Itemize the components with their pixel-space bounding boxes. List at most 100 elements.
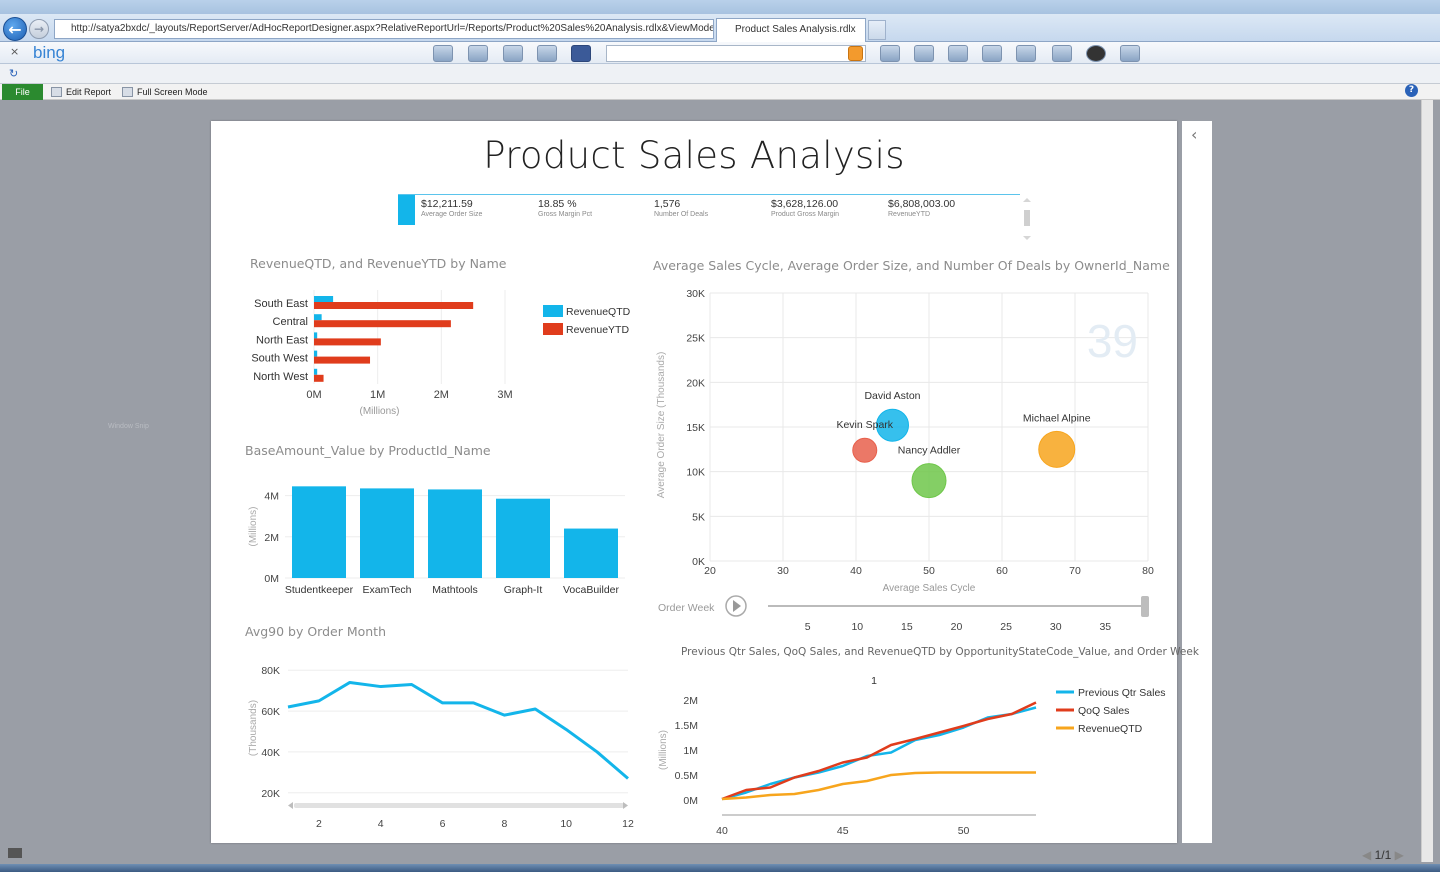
back-button[interactable]: ← (3, 17, 27, 41)
x-tick-label: 12 (622, 818, 634, 830)
x-tick-label: 40 (716, 825, 728, 837)
sales-cycle-bubble-chart: 0K 5K 10K 15K 20K 25K 30K 20 30 40 50 60 70 80 Average… (656, 288, 1154, 633)
series-line (721, 771, 1036, 801)
facebook-icon[interactable] (571, 45, 591, 62)
chart-subtitle: 1 (871, 675, 877, 687)
chart-title-qtr-sales: Previous Qtr Sales, QoQ Sales, and Reven… (681, 646, 1199, 658)
y-axis-label: (Thousands) (248, 700, 259, 756)
x-tick-label: 1M (370, 389, 385, 401)
toolbar-icon[interactable] (537, 45, 557, 62)
bubble (1038, 430, 1076, 468)
kpi-average-order-size: $12,211.59 Average Order Size (421, 198, 482, 218)
kpi-value: 18.85 % (538, 198, 577, 210)
x-tick-label: 70 (1069, 565, 1081, 577)
like-icon[interactable] (880, 45, 900, 62)
baseamount-chart: 0M 2M 4M (Millions) Studentkeeper ExamTech Mat… (248, 486, 625, 596)
bar (428, 489, 482, 578)
address-bar[interactable]: http://satya2bxdc/_layouts/ReportServer/… (54, 19, 714, 39)
y-tick-label: 80K (261, 665, 280, 677)
command-bar (0, 64, 1440, 84)
x-tick-label: 30 (777, 565, 789, 577)
full-screen-button[interactable]: Full Screen Mode (122, 86, 208, 98)
bar-revenue-qtd (314, 314, 322, 321)
kpi-value: $3,628,126.00 (771, 198, 839, 210)
bar-revenue-ytd (314, 302, 474, 309)
bubble (911, 463, 947, 499)
forward-button[interactable]: → (29, 19, 49, 39)
scroll-thumb[interactable] (1024, 210, 1030, 226)
avg90-chart: 20K 40K 60K 80K (Thousands) 2 4 6 8 10 12 (248, 665, 634, 830)
bar-revenue-qtd (314, 350, 318, 357)
chat-icon[interactable] (914, 45, 934, 62)
taskbar (0, 864, 1440, 872)
x-tick-label: 50 (923, 565, 935, 577)
kpi-label: Average Order Size (421, 211, 483, 218)
x-tick-label: 10 (560, 818, 572, 830)
category-label: Studentkeeper (285, 584, 354, 596)
faded-label: Window Snip (108, 423, 149, 430)
y-tick-label: 0.5M (675, 770, 698, 782)
toolbar-icon[interactable] (1052, 45, 1072, 62)
play-axis-tick: 15 (901, 621, 913, 633)
y-tick-label: 4M (264, 491, 279, 503)
bing-logo: bing (33, 43, 66, 62)
kpi-value: 1,576 (654, 198, 681, 210)
y-tick-label: 1M (683, 745, 698, 757)
x-tick-label: 2 (316, 818, 322, 830)
bar-revenue-ytd (314, 356, 371, 364)
close-toolbar-icon[interactable]: × (10, 45, 20, 58)
toolbar-icon[interactable] (503, 45, 523, 62)
new-tab-button[interactable] (868, 20, 886, 40)
edit-icon (51, 87, 62, 97)
x-tick-label: 3M (497, 389, 512, 401)
series-line (287, 680, 629, 780)
kpi-product-gross-margin: $3,628,126.00 Product Gross Margin (771, 198, 839, 218)
play-axis-tick: 5 (805, 621, 811, 633)
bar-revenue-ytd (314, 374, 324, 382)
kpi-label: RevenueYTD (888, 211, 931, 218)
y-tick-label: 2M (683, 695, 698, 707)
legend-swatch (543, 323, 563, 335)
page-scrollbar[interactable] (1421, 100, 1433, 862)
next-page-icon[interactable]: ▶ (1394, 848, 1404, 862)
kpi-scrollbar[interactable] (1022, 198, 1032, 240)
toolbar-icon[interactable] (1120, 45, 1140, 62)
page-indicator: 1/1 (1374, 848, 1392, 862)
toolbar-icon[interactable] (468, 45, 488, 62)
qtr-sales-chart: 1 0M 0.5M 1M 1.5M 2M 40 45 50 (Millions) Previous … (658, 675, 1166, 837)
scroll-down-icon[interactable] (1023, 236, 1031, 240)
y-tick-label: 20K (686, 377, 705, 389)
browser-tab[interactable]: Product Sales Analysis.rdlx (716, 18, 866, 42)
toolbar-icon[interactable] (1016, 45, 1036, 62)
legend-label: RevenueQTD (566, 306, 631, 318)
category-label: North West (253, 371, 308, 383)
report-title: Product Sales Analysis (483, 134, 905, 177)
search-icon[interactable] (848, 46, 863, 61)
edit-report-label: Edit Report (66, 87, 112, 97)
play-axis-label: Order Week (658, 602, 715, 614)
toolbar-icon[interactable] (948, 45, 968, 62)
page-navigator[interactable]: ◀ 1/1 ▶ (1362, 848, 1404, 862)
toolbar-icon[interactable] (982, 45, 1002, 62)
x-tick-label: 4 (378, 818, 384, 830)
toolbar-icon[interactable] (1086, 45, 1106, 62)
bar-revenue-qtd (314, 332, 318, 339)
category-label: Graph-It (504, 584, 543, 596)
kpi-value: $12,211.59 (421, 198, 473, 210)
prev-page-icon[interactable]: ◀ (1362, 848, 1372, 862)
chart-title-avg90: Avg90 by Order Month (245, 624, 387, 639)
x-tick-label: 8 (501, 818, 507, 830)
edit-report-button[interactable]: Edit Report (51, 86, 111, 98)
play-axis-tick: 30 (1050, 621, 1062, 633)
collapse-chevron-icon[interactable]: ‹ (1191, 125, 1198, 144)
y-tick-label: 1.5M (675, 720, 698, 732)
y-tick-label: 15K (686, 422, 705, 434)
bing-search-input[interactable] (606, 45, 866, 62)
bar-revenue-ytd (314, 338, 381, 346)
side-panel: ‹ (1182, 121, 1212, 843)
help-icon[interactable]: ? (1405, 84, 1418, 97)
scroll-up-icon[interactable] (1023, 198, 1031, 202)
toolbar-icon[interactable] (433, 45, 453, 62)
file-tab[interactable]: File (2, 84, 43, 100)
refresh-icon[interactable]: ↻ (9, 67, 19, 80)
